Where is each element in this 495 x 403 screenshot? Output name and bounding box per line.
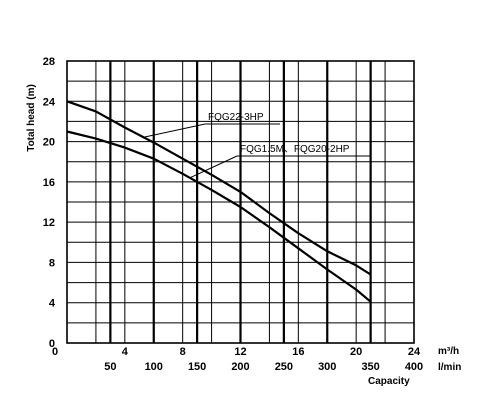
tick-labels: 0 4 8 12 16 20 24 28 0 4 8 12 16 20 24 50 100 150 200 250 30…: [43, 56, 423, 373]
y-tick-label: 4: [49, 298, 56, 310]
y-tick-label: 24: [43, 96, 56, 108]
callout-leader: [189, 155, 238, 179]
callouts: FQG22-3HP FQG1.5M、FQG20-2HP: [143, 112, 370, 179]
x-bottom-tick-label: 200: [231, 361, 249, 373]
y-tick-label: 16: [43, 177, 55, 189]
x-bottom-tick-label: 150: [188, 361, 206, 373]
x-axis-top-unit: m³/h: [438, 346, 459, 357]
x-bottom-tick-label: 400: [405, 361, 423, 373]
x-bottom-tick-label: 300: [318, 361, 336, 373]
callout-leader: [143, 123, 206, 138]
callout-label: FQG1.5M、FQG20-2HP: [240, 144, 350, 155]
y-axis-label: Total head (m): [26, 84, 37, 152]
y-tick-label: 28: [43, 56, 55, 68]
series-lines: [66, 100, 372, 303]
y-tick-label: 12: [43, 217, 55, 229]
x-top-tick-label: 24: [408, 346, 421, 358]
x-bottom-tick-label: 100: [145, 361, 163, 373]
x-top-tick-label: 16: [292, 346, 304, 358]
x-bottom-tick-label: 50: [104, 361, 116, 373]
x-axis-title: Capacity: [368, 376, 410, 387]
x-axis-bottom-unit: l/min: [438, 362, 461, 373]
grid: [66, 60, 415, 344]
x-top-tick-label: 0: [52, 346, 58, 358]
series-line-2: [66, 130, 372, 303]
x-bottom-tick-label: 350: [361, 361, 379, 373]
x-top-tick-label: 8: [180, 346, 186, 358]
y-tick-label: 0: [49, 338, 55, 350]
x-top-tick-label: 12: [234, 346, 246, 358]
x-top-tick-label: 4: [122, 346, 129, 358]
y-tick-label: 8: [49, 257, 55, 269]
series-line-1: [66, 100, 372, 276]
y-tick-label: 20: [43, 137, 55, 149]
callout-label: FQG22-3HP: [208, 112, 264, 123]
x-top-tick-label: 20: [350, 346, 362, 358]
x-bottom-tick-label: 250: [275, 361, 293, 373]
